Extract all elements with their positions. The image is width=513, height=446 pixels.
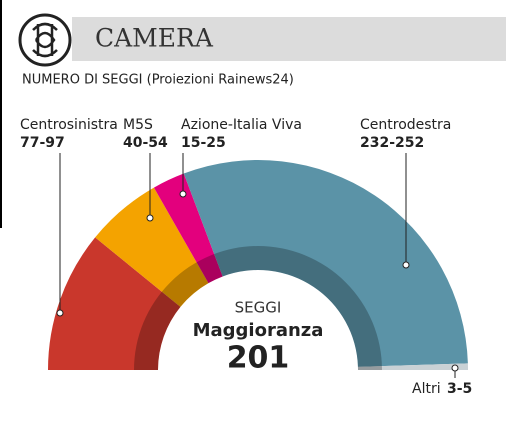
- arc-segment: [95, 187, 209, 307]
- leader-dot: [451, 364, 459, 372]
- subtitle: NUMERO DI SEGGI (Proiezioni Rainews24): [22, 73, 294, 88]
- logo: [18, 13, 72, 67]
- leader-dot: [56, 309, 64, 317]
- leader-dot: [402, 261, 410, 269]
- arc-segment: [357, 363, 468, 370]
- inner-shadow: [134, 246, 382, 370]
- leader-dot: [146, 214, 154, 222]
- value-label: 232-252: [360, 135, 424, 151]
- majority-value: 201: [227, 341, 290, 376]
- value-label: 15-25: [181, 135, 226, 151]
- majority-label: Maggioranza: [193, 320, 324, 341]
- value-label: 77-97: [20, 135, 65, 151]
- category-label: Azione-Italia Viva: [181, 117, 302, 133]
- category-label: M5S: [123, 117, 153, 133]
- value-label: 40-54: [123, 135, 168, 151]
- header-title: CAMERA: [95, 24, 214, 53]
- center-label: SEGGI: [235, 299, 282, 317]
- header-bar: [72, 17, 506, 61]
- logo-glyph: [32, 22, 58, 58]
- arc-segment: [48, 237, 181, 370]
- value-label: 3-5: [447, 381, 472, 397]
- category-label: Centrosinistra: [20, 117, 118, 133]
- arc-segment: [153, 173, 223, 284]
- arc-segment: [183, 160, 468, 367]
- leader-dot: [179, 190, 187, 198]
- category-label: Centrodestra: [360, 117, 451, 133]
- category-label: Altri: [412, 381, 441, 397]
